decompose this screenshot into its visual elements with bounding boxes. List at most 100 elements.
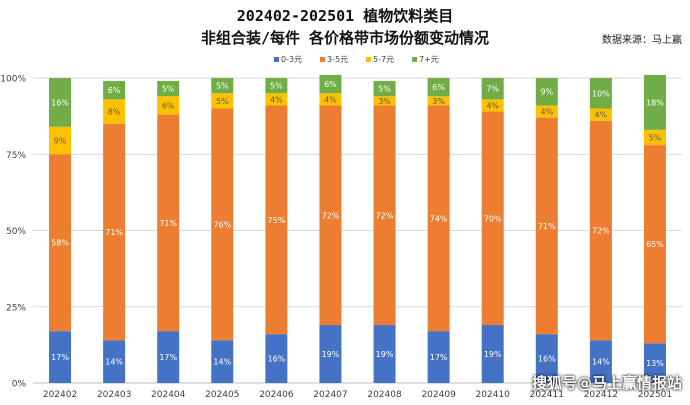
bar-segment <box>265 93 288 106</box>
bar-segment <box>589 120 612 341</box>
bar-segment <box>103 123 126 341</box>
bar-segment <box>535 105 558 118</box>
data-label: 14% <box>592 358 610 367</box>
bar-segment <box>427 78 450 97</box>
bar-segment <box>265 78 288 94</box>
bar-segment <box>157 81 180 97</box>
data-label: 6% <box>108 86 121 95</box>
data-label: 14% <box>213 358 231 367</box>
bar-segment <box>49 331 72 383</box>
bar-segment <box>103 99 126 124</box>
bar-segment <box>643 343 666 383</box>
legend-swatch <box>412 57 417 62</box>
data-label: 72% <box>376 211 394 220</box>
bar-segment <box>103 81 126 100</box>
data-label: 5% <box>270 82 283 91</box>
legend-label: 3-5元 <box>327 55 348 64</box>
x-tick-label: 202406 <box>259 390 294 400</box>
data-label: 58% <box>51 239 69 248</box>
data-label: 74% <box>430 214 448 223</box>
bar-segment <box>49 126 72 155</box>
bar-segment <box>427 105 450 332</box>
legend-swatch <box>274 57 279 62</box>
x-tick-label: 202404 <box>151 390 186 400</box>
data-label: 9% <box>540 88 553 97</box>
data-label: 4% <box>270 95 283 104</box>
data-label: 7% <box>486 85 499 94</box>
bar-segment <box>373 105 396 326</box>
legend-swatch <box>320 57 325 62</box>
data-label: 72% <box>592 227 610 236</box>
data-label: 71% <box>538 222 556 231</box>
bar-segment <box>373 81 396 97</box>
y-tick-label: 75% <box>6 151 26 161</box>
data-label: 18% <box>646 98 664 107</box>
data-label: 16% <box>51 98 69 107</box>
x-tick-label: 202403 <box>97 390 131 400</box>
data-label: 5% <box>378 85 391 94</box>
bar-segment <box>319 105 342 326</box>
data-label: 3% <box>432 97 445 106</box>
x-tick-label: 202402 <box>43 390 77 400</box>
data-label: 71% <box>159 219 177 228</box>
bar-segment <box>157 114 180 332</box>
data-label: 19% <box>322 350 340 359</box>
bar-segment <box>49 78 72 127</box>
data-label: 16% <box>538 355 556 364</box>
data-label: 70% <box>484 214 502 223</box>
data-label: 4% <box>486 101 499 110</box>
legend-label: 0-3元 <box>281 55 302 64</box>
data-label: 4% <box>540 108 553 117</box>
data-label: 71% <box>105 228 123 237</box>
data-label: 76% <box>213 220 231 229</box>
bar-segment <box>589 78 612 109</box>
data-label: 19% <box>376 350 394 359</box>
bar-segment <box>589 108 612 121</box>
x-tick-label: 202412 <box>584 390 618 400</box>
bar-segment <box>481 78 504 100</box>
legend-label: 5-7元 <box>373 55 394 64</box>
x-tick-label: 202408 <box>367 390 402 400</box>
data-label: 6% <box>162 101 175 110</box>
bar-segment <box>319 325 342 383</box>
data-label: 14% <box>105 358 123 367</box>
bar-segment <box>319 93 342 106</box>
bar-segment <box>211 93 234 109</box>
bar-segment <box>481 325 504 383</box>
bar-segment <box>49 154 72 332</box>
x-tick-label: 202409 <box>421 390 456 400</box>
bar-segment <box>157 96 180 115</box>
x-tick-label: 202405 <box>205 390 239 400</box>
data-label: 17% <box>51 353 69 362</box>
bar-segment <box>211 78 234 94</box>
bar-segment <box>481 99 504 112</box>
bar-segment <box>427 331 450 383</box>
data-label: 5% <box>216 82 229 91</box>
data-label: 5% <box>649 133 662 142</box>
x-tick-label: 202501 <box>638 390 672 400</box>
bar-segment <box>265 105 288 335</box>
data-label: 9% <box>54 137 67 146</box>
x-tick-label: 202407 <box>313 390 347 400</box>
bar-segment <box>211 108 234 341</box>
data-label: 13% <box>646 359 664 368</box>
data-label: 16% <box>267 355 285 364</box>
data-source-note: 数据来源：马上赢 <box>602 35 682 46</box>
x-tick-label: 202411 <box>530 390 564 400</box>
data-label: 65% <box>646 240 664 249</box>
bar-segment <box>643 145 666 344</box>
watermark-text: 搜狐号@马上赢情报站 <box>531 374 682 392</box>
data-label: 17% <box>159 353 177 362</box>
y-tick-label: 100% <box>0 75 26 85</box>
x-tick-label: 202410 <box>476 390 511 400</box>
data-label: 6% <box>432 83 445 92</box>
bar-segment <box>373 325 396 383</box>
y-tick-label: 50% <box>6 227 26 237</box>
bar-segment <box>535 78 558 106</box>
bar-segment <box>481 111 504 326</box>
data-label: 17% <box>430 353 448 362</box>
chart-title-line1: 202402-202501 植物饮料类目 <box>236 7 454 25</box>
bar-segment <box>319 74 342 94</box>
bar-segment <box>157 331 180 383</box>
